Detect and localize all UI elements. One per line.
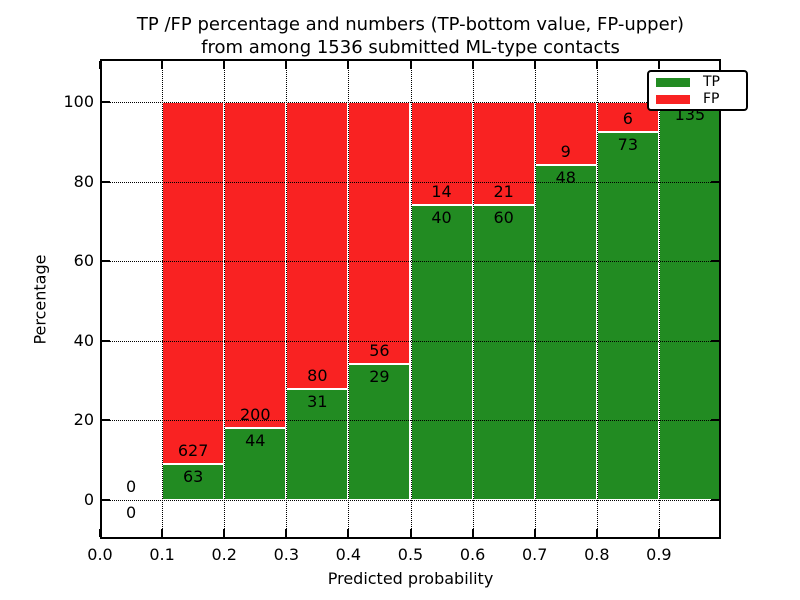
y-tick-label-80: 80 <box>73 171 94 191</box>
fp-color-swatch <box>656 94 690 104</box>
legend-label-fp: FP <box>703 91 720 107</box>
y-tick-label-100: 100 <box>63 92 94 111</box>
y-tick-label-60: 60 <box>73 251 94 271</box>
x-tick-label-0.9: 0.9 <box>646 545 672 564</box>
x-axis-label: Predicted probability <box>327 569 494 588</box>
x-tick-label-0.3: 0.3 <box>273 545 300 564</box>
y-tick-label-40: 40 <box>73 330 94 350</box>
y-tick-label-20: 20 <box>73 410 94 430</box>
x-tick-label-0.7: 0.7 <box>521 545 548 564</box>
chart-title: TP /FP percentage and numbers (TP-bottom… <box>100 13 721 59</box>
chart-title-line1: TP /FP percentage and numbers (TP-bottom… <box>136 14 685 35</box>
legend: TP FP <box>647 70 748 111</box>
x-tick-label-0.8: 0.8 <box>584 545 610 564</box>
y-tick-label-0: 0 <box>83 490 94 509</box>
tp-color-swatch <box>656 77 690 87</box>
legend-label-tp: TP <box>703 74 720 90</box>
x-tick-label-0.0: 0.0 <box>87 545 113 564</box>
x-tick-label-0.5: 0.5 <box>397 545 424 564</box>
y-axis-label: Percentage <box>30 254 50 345</box>
x-tick-label-0.4: 0.4 <box>335 545 362 564</box>
chart-title-line2: from among 1536 submitted ML-type contac… <box>201 37 620 58</box>
plot-frame <box>100 59 721 539</box>
legend-entry-tp: TP <box>649 75 746 89</box>
x-tick-label-0.6: 0.6 <box>459 545 486 564</box>
legend-entry-fp: FP <box>649 92 746 106</box>
x-tick-label-0.1: 0.1 <box>149 545 175 564</box>
x-tick-label-0.2: 0.2 <box>211 545 237 564</box>
